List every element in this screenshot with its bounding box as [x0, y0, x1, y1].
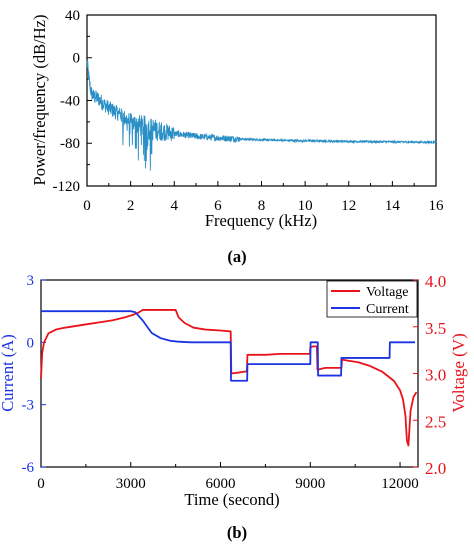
- panel-a-y-axis-label: Power/frequency (dB/Hz): [30, 15, 49, 186]
- panel-b-x-tick-3: 9000: [295, 476, 325, 492]
- panel-b-legend-current-label: Current: [366, 302, 409, 317]
- panel-b-x-tick-2: 6000: [206, 476, 236, 492]
- panel-a-caption-label: (a): [227, 247, 246, 266]
- panel-b-left-y-tick-1: 0: [27, 335, 35, 351]
- panel-b-right-y-tick-2: 3.0: [425, 366, 446, 385]
- panel-a-series: [86, 60, 437, 171]
- panel-b-left-y-tick-0: 3: [27, 273, 35, 289]
- panel-b-x-tick-0: 0: [37, 476, 45, 492]
- panel-a-x-tick-0: 0: [83, 198, 91, 214]
- panel-a-x-tick-8: 16: [429, 198, 445, 214]
- panel-b-series: [40, 309, 418, 447]
- panel-b-chart: 0 3000 6000 9000 12000 3 0 -3 -6 4.0 3.5…: [0, 272, 468, 542]
- panel-b-right-y-axis-label: Voltage (V): [449, 333, 468, 412]
- panel-b-right-y-tick-4: 2.0: [425, 459, 446, 478]
- panel-b-legend: Voltage Current: [326, 280, 418, 318]
- panel-b-right-y-tick-0: 4.0: [425, 272, 446, 291]
- panel-a-y-tick-4: -120: [53, 179, 81, 195]
- panel-b-legend-voltage-label: Voltage: [366, 285, 409, 300]
- panel-b-voltage-line: [40, 309, 418, 447]
- panel-a-x-tick-4: 8: [258, 198, 266, 214]
- panel-b-current-line: [41, 310, 416, 382]
- panel-a-x-tick-7: 14: [385, 198, 401, 214]
- panel-b-caption-label: (b): [227, 523, 247, 542]
- panel-b-right-y-tick-1: 3.5: [425, 319, 446, 338]
- panel-a-y-tick-0: 40: [65, 8, 80, 24]
- panel-a-ticks: [86, 14, 437, 187]
- panel-a-x-tick-5: 10: [298, 198, 313, 214]
- panel-b-right-y-tick-3: 2.5: [425, 412, 446, 431]
- panel-a-y-tick-3: -80: [60, 136, 80, 152]
- panel-a-y-tick-2: -40: [60, 94, 80, 110]
- panel-a-plot-frame: [86, 14, 437, 187]
- panel-a-y-tick-1: 0: [73, 51, 81, 67]
- panel-b-legend-box: [326, 280, 418, 318]
- panel-b-left-y-tick-2: -3: [22, 398, 35, 414]
- panel-a-x-tick-6: 12: [341, 198, 356, 214]
- panel-a-x-axis-label: Frequency (kHz): [205, 211, 317, 230]
- panel-a-spectrum-line: [86, 60, 437, 171]
- panel-b-x-axis-label: Time (second): [184, 490, 279, 509]
- panel-b-x-tick-1: 3000: [116, 476, 146, 492]
- panel-b-left-y-tick-3: -6: [22, 460, 35, 476]
- panel-a-chart: 0 2 4 6 8 10 12 14 16 40 0 -40 -80 -120 …: [30, 8, 444, 266]
- panel-b-x-tick-4: 12000: [381, 476, 419, 492]
- panel-b-left-y-axis-label: Current (A): [0, 334, 17, 411]
- panel-a-x-tick-3: 6: [214, 198, 222, 214]
- panel-a-x-tick-1: 2: [127, 198, 135, 214]
- panel-a-x-tick-2: 4: [171, 198, 179, 214]
